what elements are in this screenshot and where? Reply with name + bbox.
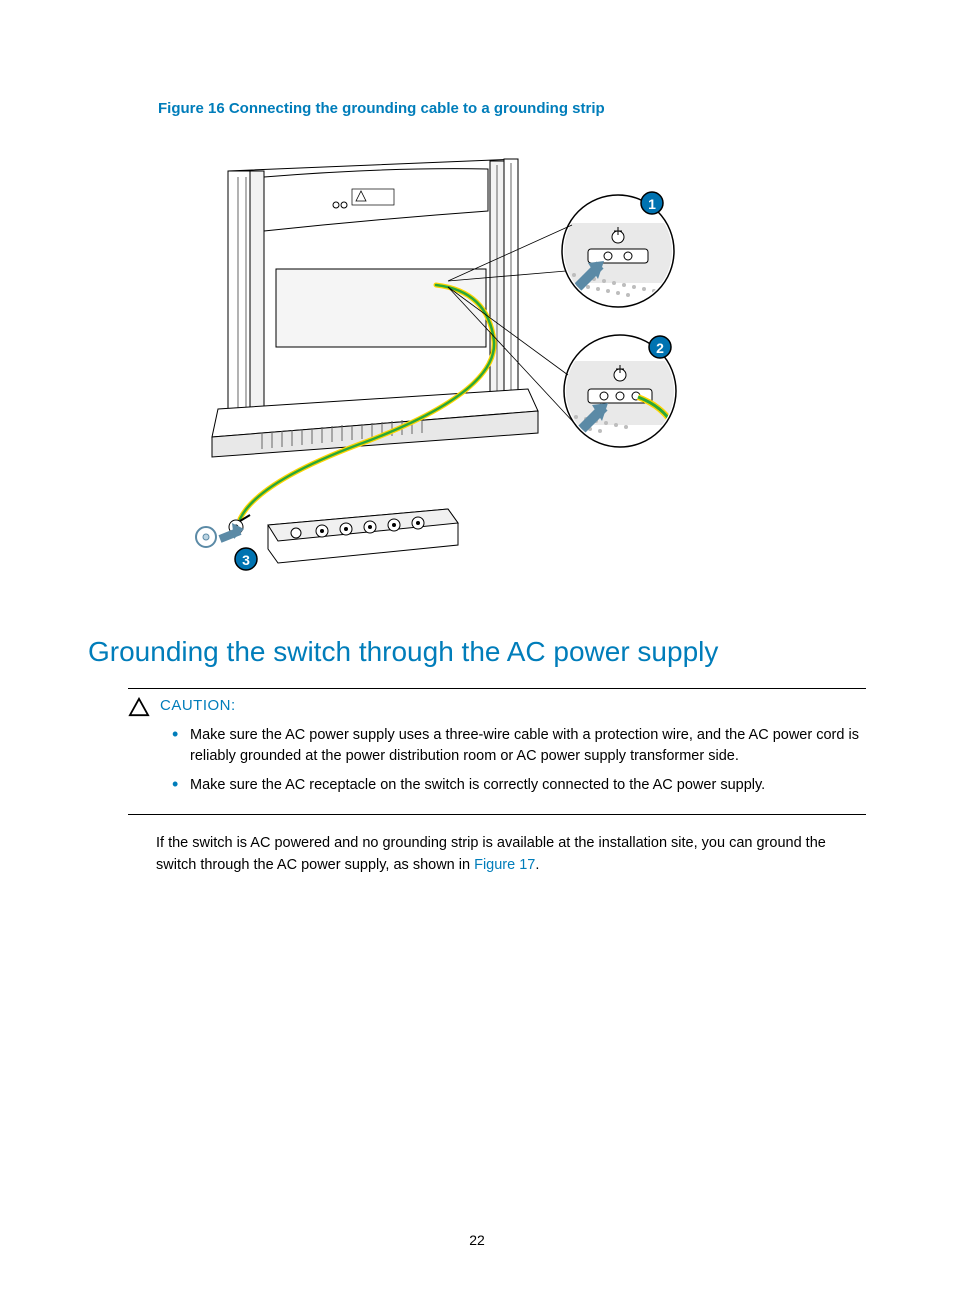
figure-caption: Figure 16 Connecting the grounding cable… [158, 100, 866, 117]
section-heading: Grounding the switch through the AC powe… [88, 636, 866, 668]
caution-list-item: Make sure the AC power supply uses a thr… [172, 725, 866, 767]
svg-text:2: 2 [656, 340, 664, 356]
figure-illustration: 1 2 3 [188, 141, 866, 596]
callout-badge-2: 2 [649, 336, 671, 358]
caution-bullet-list: Make sure the AC power supply uses a thr… [172, 725, 866, 796]
callout-badge-3: 3 [235, 548, 257, 570]
grounding-strip [268, 509, 458, 563]
body-paragraph: If the switch is AC powered and no groun… [156, 833, 866, 877]
rack-chassis [212, 159, 538, 457]
callout-badge-1: 1 [641, 192, 663, 214]
body-text-after: . [535, 857, 539, 873]
caution-triangle-icon [128, 697, 150, 717]
page-number: 22 [0, 1232, 954, 1248]
svg-text:3: 3 [242, 552, 250, 568]
ring-lug-loose [196, 515, 250, 547]
figure-reference-link[interactable]: Figure 17 [474, 857, 535, 873]
caution-block: CAUTION: Make sure the AC power supply u… [128, 688, 866, 815]
caution-label: CAUTION: [160, 697, 236, 714]
page-container: Figure 16 Connecting the grounding cable… [0, 0, 954, 1296]
svg-text:1: 1 [648, 196, 656, 212]
caution-list-item: Make sure the AC receptacle on the switc… [172, 775, 866, 796]
